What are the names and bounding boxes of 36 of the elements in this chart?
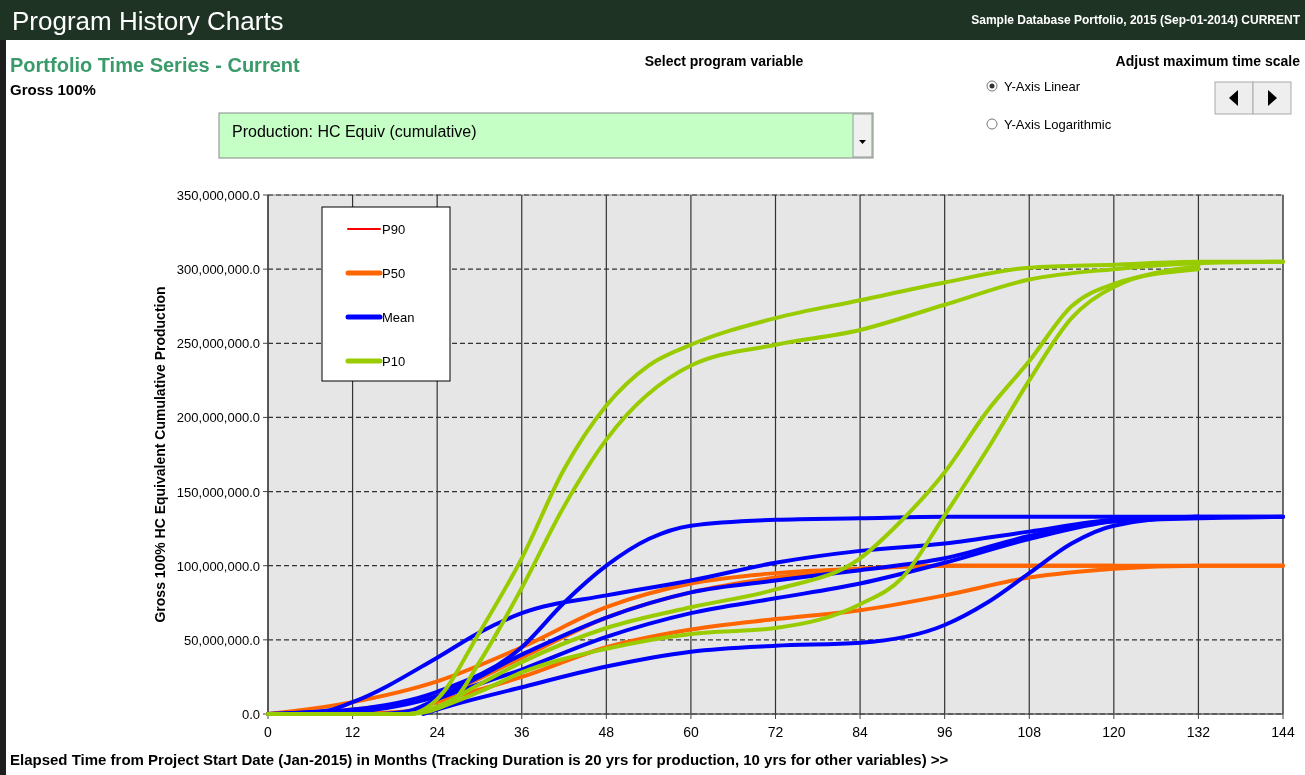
text: Adjust maximum time scale — [1115, 53, 1301, 69]
y-tick-label: 100,000,000.0 — [176, 558, 260, 574]
legend-label: P50 — [382, 266, 406, 281]
x-tick-label: 132 — [1186, 724, 1211, 740]
y-tick-label: 50,000,000.0 — [184, 632, 260, 648]
text: Y-Axis Logarithmic — [1004, 117, 1112, 132]
x-tick-label: 24 — [429, 724, 446, 740]
y-tick-label: 0.0 — [241, 707, 260, 722]
legend-label: P10 — [382, 354, 406, 369]
text: Y-Axis Linear — [1004, 79, 1081, 94]
text: Production: HC Equiv (cumulative) — [232, 123, 477, 140]
legend-label: P90 — [382, 222, 406, 237]
legend-label: Mean — [382, 310, 415, 325]
y-tick-label: 150,000,000.0 — [176, 484, 260, 500]
x-tick-label: 12 — [344, 724, 361, 740]
text: Sample Database Portfolio, 2015 (Sep-01-2014) CURRENT — [971, 13, 1301, 27]
chart-subtitle: Portfolio Time Series - Current — [10, 54, 301, 76]
x-tick-label: 84 — [852, 724, 869, 740]
x-tick-label: 72 — [767, 724, 784, 740]
x-tick-label: 48 — [598, 724, 615, 740]
x-tick-label: 144 — [1271, 724, 1295, 740]
y-tick-label: 250,000,000.0 — [176, 336, 260, 352]
chart-title: Program History Charts — [12, 6, 284, 36]
x-tick-label: 96 — [936, 724, 953, 740]
text: Gross 100% — [10, 81, 96, 98]
x-tick-label: 36 — [513, 724, 530, 740]
text: Select program variable — [644, 53, 804, 69]
x-tick-label: 120 — [1102, 724, 1126, 740]
x-axis-title: Elapsed Time from Project Start Date (Jan-2015) in Months (Tracking Duration is 20 yrs for production, 10 yrs for other variables) >> — [10, 751, 949, 768]
y-tick-label: 200,000,000.0 — [176, 410, 260, 426]
x-tick-label: 60 — [683, 724, 699, 740]
x-tick-label: 108 — [1017, 724, 1042, 740]
y-tick-label: 350,000,000.0 — [176, 188, 260, 203]
y-tick-label: 300,000,000.0 — [176, 262, 260, 278]
y-axis-title: Gross 100% HC Equivalent Cumulative Production — [152, 286, 168, 623]
x-tick-label: 0 — [264, 724, 273, 740]
